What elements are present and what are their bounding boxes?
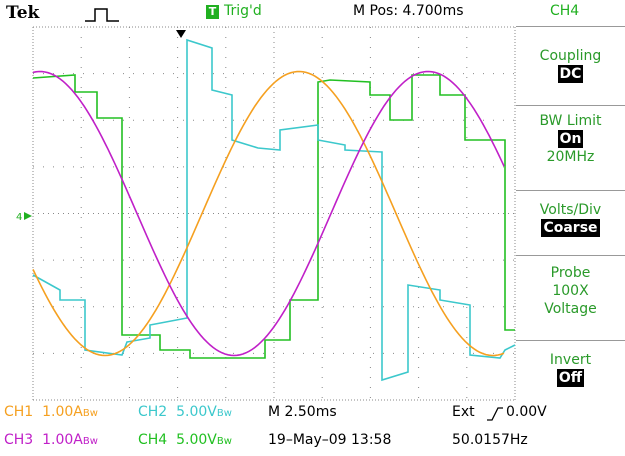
ch-scale: 1.00A <box>42 404 83 420</box>
trigger-source: Ext <box>452 404 475 420</box>
ch-name: CH2 <box>138 404 167 420</box>
menu-label: Coupling <box>516 47 625 65</box>
bw-mark: Bw <box>83 408 98 419</box>
menu-line: 100X <box>516 282 625 300</box>
ch3-status: CH3 1.00ABw <box>4 432 98 448</box>
menu-value: Off <box>557 369 584 387</box>
menu-volts-div[interactable]: Volts/Div Coarse <box>516 190 625 255</box>
ch2-status: CH2 5.00VBw <box>138 404 232 420</box>
bw-mark: Bw <box>217 436 232 447</box>
menu-coupling[interactable]: Coupling DC <box>516 26 625 105</box>
menu-label: BW Limit <box>516 112 625 130</box>
frequency: 50.0157Hz <box>452 432 528 448</box>
menu-value: DC <box>558 65 584 83</box>
menu-bw-limit[interactable]: BW Limit On 20MHz <box>516 105 625 190</box>
ch1-status: CH1 1.00ABw <box>4 404 98 420</box>
menu-label: Invert <box>516 351 625 369</box>
ground-marker: 4 <box>16 212 22 223</box>
ch-name: CH1 <box>4 404 33 420</box>
oscilloscope-screen: Tek T Trig'd M Pos: 4.700ms CH4 4 Coupli… <box>0 0 625 456</box>
menu-label: Probe <box>516 264 625 282</box>
menu-invert[interactable]: Invert Off <box>516 340 625 401</box>
menu-probe[interactable]: Probe 100X Voltage <box>516 255 625 340</box>
menu-value: Coarse <box>541 219 599 237</box>
ch-name: CH3 <box>4 432 33 448</box>
ch4-status: CH4 5.00VBw <box>138 432 232 448</box>
ch-scale: 5.00V <box>176 432 217 448</box>
ch-scale: 1.00A <box>42 432 83 448</box>
trigger-position-marker <box>176 30 186 38</box>
menu-label: Volts/Div <box>516 201 625 219</box>
menu-value: On <box>558 130 584 148</box>
slope-icon <box>486 406 504 422</box>
menu-extra: 20MHz <box>516 148 625 166</box>
ch2-trace <box>33 40 515 380</box>
ch-scale: 5.00V <box>176 404 217 420</box>
ch-name: CH4 <box>138 432 167 448</box>
trigger-level: 0.00V <box>506 404 547 420</box>
bw-mark: Bw <box>83 436 98 447</box>
bw-mark: Bw <box>217 408 232 419</box>
timebase: M 2.50ms <box>268 404 337 420</box>
date: 19–May–09 13:58 <box>268 432 391 448</box>
menu-line: Voltage <box>516 300 625 318</box>
ground-arrow <box>24 212 32 220</box>
